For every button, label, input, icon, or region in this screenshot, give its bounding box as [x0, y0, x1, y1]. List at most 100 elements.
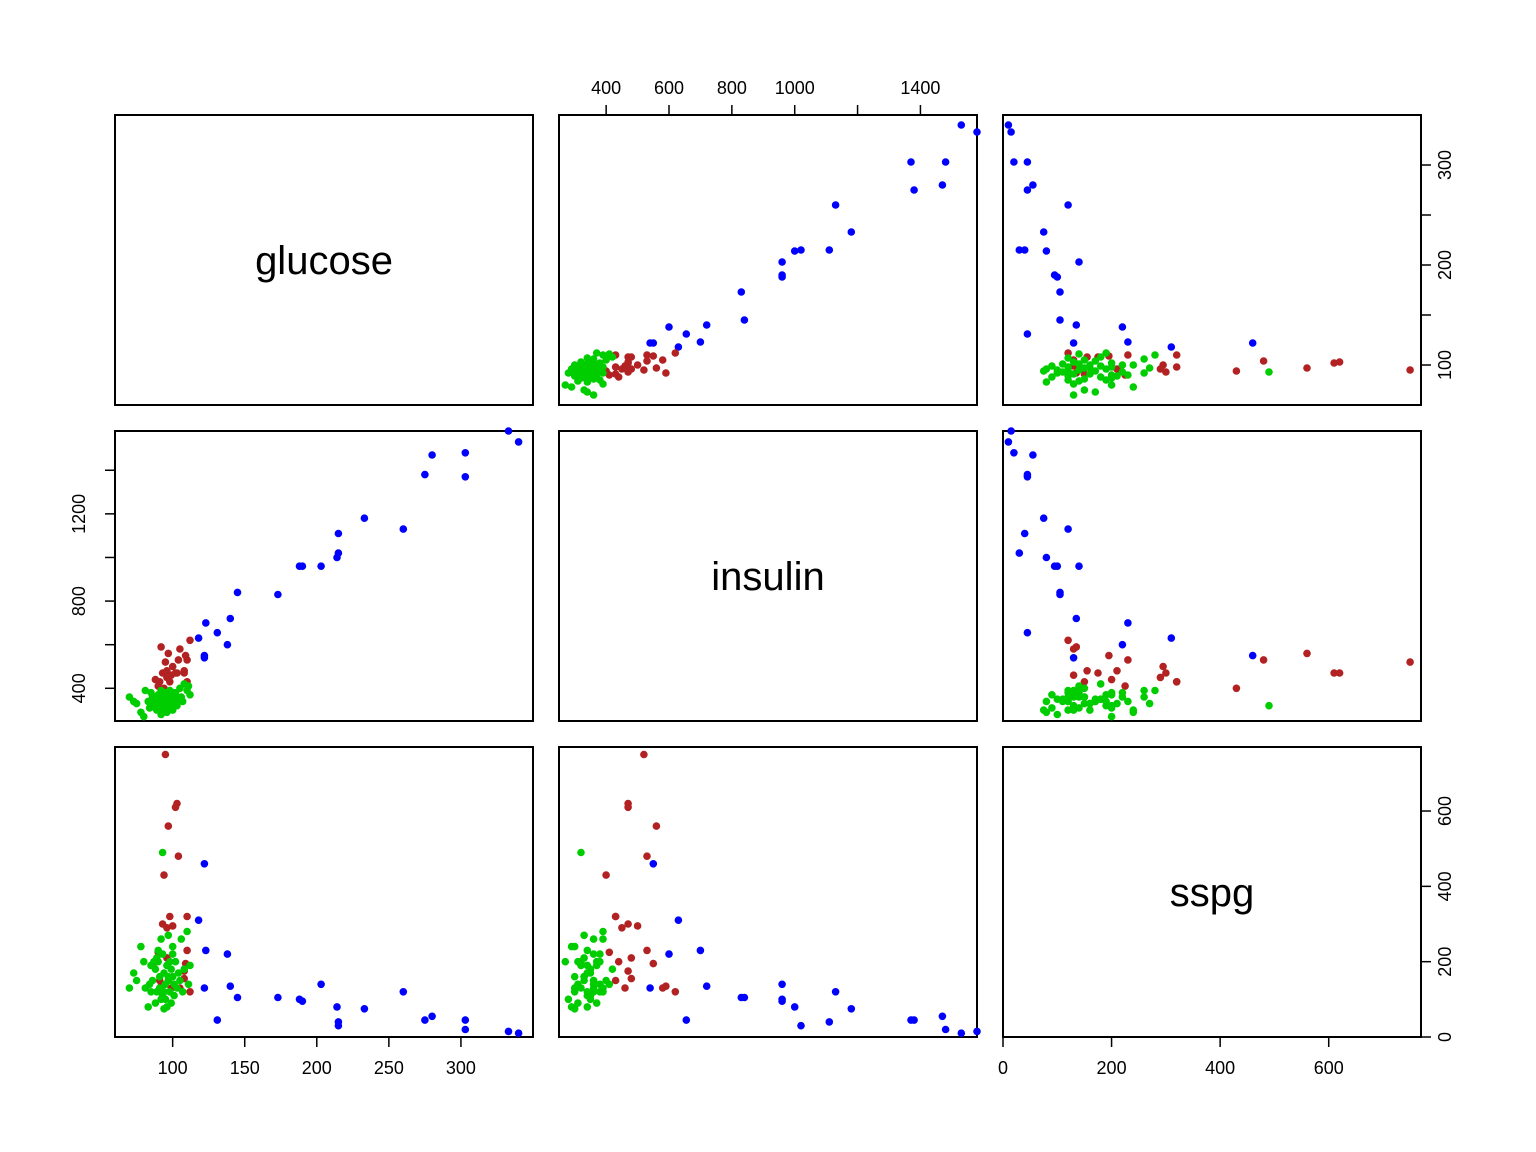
data-point-g0-insulin-vs-glucose — [461, 449, 470, 457]
data-point-g2-insulin-vs-sspg — [1075, 682, 1083, 690]
data-point-g0-sspg-vs-insulin — [665, 950, 673, 958]
data-point-g2-glucose-vs-sspg — [1080, 356, 1089, 364]
panel-glucose-vs-glucose — [114, 114, 534, 406]
data-point-g2-sspg-vs-glucose — [167, 965, 175, 973]
data-point-g0-insulin-vs-glucose — [194, 634, 203, 642]
data-point-g0-glucose-vs-insulin — [957, 121, 966, 129]
data-point-g0-sspg-vs-glucose — [194, 916, 203, 924]
data-point-g0-glucose-vs-insulin — [831, 201, 840, 209]
data-point-g0-glucose-vs-sspg — [1118, 323, 1127, 331]
data-point-g0-sspg-vs-insulin — [938, 1012, 947, 1021]
data-point-g2-sspg-vs-insulin — [589, 980, 598, 989]
data-point-g1-insulin-vs-glucose — [180, 667, 188, 675]
data-point-g2-insulin-vs-sspg — [1107, 704, 1116, 712]
data-point-g1-insulin-vs-glucose — [164, 649, 173, 658]
data-point-g2-glucose-vs-sspg — [1151, 351, 1159, 359]
data-point-g0-sspg-vs-glucose — [421, 1016, 429, 1024]
data-point-g2-sspg-vs-insulin — [599, 935, 607, 943]
data-point-g2-insulin-vs-sspg — [1064, 686, 1072, 695]
data-point-g0-insulin-vs-glucose — [461, 473, 470, 481]
data-point-g0-insulin-vs-sspg — [1072, 614, 1081, 623]
data-point-g2-insulin-vs-glucose — [132, 699, 141, 708]
data-point-g2-sspg-vs-insulin — [583, 946, 592, 955]
data-point-g2-insulin-vs-sspg — [1086, 699, 1094, 708]
data-point-g1-glucose-vs-sspg — [1303, 364, 1311, 372]
axis-right-sspg-tick-label: 0 — [1435, 1032, 1455, 1042]
axis-bottom-sspg-tick-label: 0 — [998, 1058, 1008, 1078]
data-point-g0-sspg-vs-insulin — [740, 993, 749, 1002]
data-point-g1-sspg-vs-insulin — [671, 988, 680, 996]
data-point-g2-sspg-vs-insulin — [589, 935, 598, 943]
data-point-g0-insulin-vs-sspg — [1039, 514, 1048, 522]
data-point-g1-sspg-vs-insulin — [627, 954, 636, 962]
data-point-g0-insulin-vs-sspg — [1069, 654, 1078, 662]
data-point-g2-sspg-vs-insulin — [577, 848, 585, 857]
data-point-g2-sspg-vs-insulin — [586, 969, 595, 977]
axis-bottom-sspg: 0 200 400 600 — [998, 1036, 1344, 1078]
data-point-g0-sspg-vs-insulin — [702, 982, 711, 990]
data-point-g1-sspg-vs-insulin — [643, 946, 651, 955]
variable-label-glucose: glucose — [255, 239, 393, 283]
data-point-g2-insulin-vs-glucose — [153, 699, 161, 708]
data-point-g0-insulin-vs-glucose — [295, 562, 304, 570]
data-point-g1-sspg-vs-insulin — [662, 982, 670, 990]
data-point-g0-sspg-vs-glucose — [213, 1016, 222, 1024]
data-point-g1-sspg-vs-insulin — [649, 959, 658, 968]
axis-right-sspg-tick-label: 200 — [1435, 947, 1455, 977]
data-point-g0-glucose-vs-insulin — [737, 288, 746, 296]
axis-right-sspg: 0 200 400 600 — [1420, 796, 1455, 1042]
points — [125, 121, 1414, 1037]
data-point-g2-glucose-vs-sspg — [1075, 350, 1083, 358]
data-point-g2-glucose-vs-sspg — [1091, 357, 1100, 365]
axis-right-glucose-tick-label: 300 — [1435, 150, 1455, 180]
labels: glucose insulin sspg — [255, 239, 1254, 915]
data-point-g0-glucose-vs-insulin — [910, 186, 918, 194]
data-point-g2-glucose-vs-sspg — [1140, 369, 1148, 377]
data-point-g2-sspg-vs-insulin — [599, 927, 607, 936]
data-point-g0-insulin-vs-glucose — [233, 588, 242, 597]
data-point-g0-insulin-vs-sspg — [1167, 634, 1176, 642]
data-point-g1-insulin-vs-sspg — [1069, 671, 1078, 679]
data-point-g0-insulin-vs-sspg — [1010, 449, 1018, 457]
data-point-g2-glucose-vs-sspg — [1080, 375, 1089, 383]
data-point-g2-insulin-vs-sspg — [1042, 697, 1051, 706]
data-point-g0-glucose-vs-insulin — [740, 316, 749, 324]
data-point-g1-glucose-vs-sspg — [1156, 365, 1165, 373]
data-point-g1-glucose-vs-sspg — [1124, 351, 1132, 359]
data-point-g0-insulin-vs-sspg — [1118, 640, 1127, 649]
data-point-g2-glucose-vs-insulin — [605, 350, 614, 358]
data-point-g0-insulin-vs-glucose — [421, 470, 429, 479]
data-point-g1-sspg-vs-insulin — [621, 984, 629, 992]
data-point-g0-glucose-vs-sspg — [1023, 158, 1032, 166]
data-point-g0-insulin-vs-sspg — [1124, 619, 1132, 627]
data-point-g2-sspg-vs-insulin — [580, 931, 588, 940]
data-point-g2-insulin-vs-sspg — [1091, 695, 1100, 703]
axis-top-insulin-tick-label: 1400 — [900, 78, 940, 98]
data-point-g2-glucose-vs-sspg — [1118, 361, 1127, 369]
data-point-g2-insulin-vs-sspg — [1069, 701, 1078, 710]
data-point-g1-insulin-vs-sspg — [1159, 662, 1167, 671]
data-point-g2-sspg-vs-insulin — [605, 980, 614, 989]
data-point-g2-sspg-vs-insulin — [596, 950, 604, 958]
data-point-g0-glucose-vs-insulin — [973, 128, 981, 136]
data-point-g0-glucose-vs-insulin — [696, 338, 705, 346]
data-point-g0-sspg-vs-glucose — [504, 1027, 513, 1036]
data-point-g2-glucose-vs-sspg — [1129, 383, 1138, 391]
data-point-g2-glucose-vs-sspg — [1086, 364, 1094, 372]
data-point-g2-sspg-vs-glucose — [140, 957, 148, 966]
data-point-g2-sspg-vs-glucose — [151, 965, 160, 973]
data-point-g2-insulin-vs-sspg — [1048, 691, 1056, 699]
data-point-g2-insulin-vs-glucose — [168, 688, 177, 697]
data-point-g2-glucose-vs-sspg — [1091, 388, 1100, 396]
data-point-g2-sspg-vs-glucose — [157, 935, 165, 943]
panel-insulin-vs-sspg — [1002, 430, 1422, 722]
data-point-g2-glucose-vs-insulin — [583, 354, 592, 362]
data-point-g0-glucose-vs-insulin — [646, 339, 654, 347]
data-point-g1-sspg-vs-glucose — [174, 852, 183, 860]
data-point-g2-sspg-vs-glucose — [183, 927, 191, 936]
data-point-g2-glucose-vs-sspg — [1140, 355, 1148, 363]
data-point-g2-insulin-vs-sspg — [1080, 699, 1089, 708]
data-point-g1-insulin-vs-glucose — [151, 675, 160, 684]
data-point-g0-insulin-vs-glucose — [514, 438, 523, 446]
